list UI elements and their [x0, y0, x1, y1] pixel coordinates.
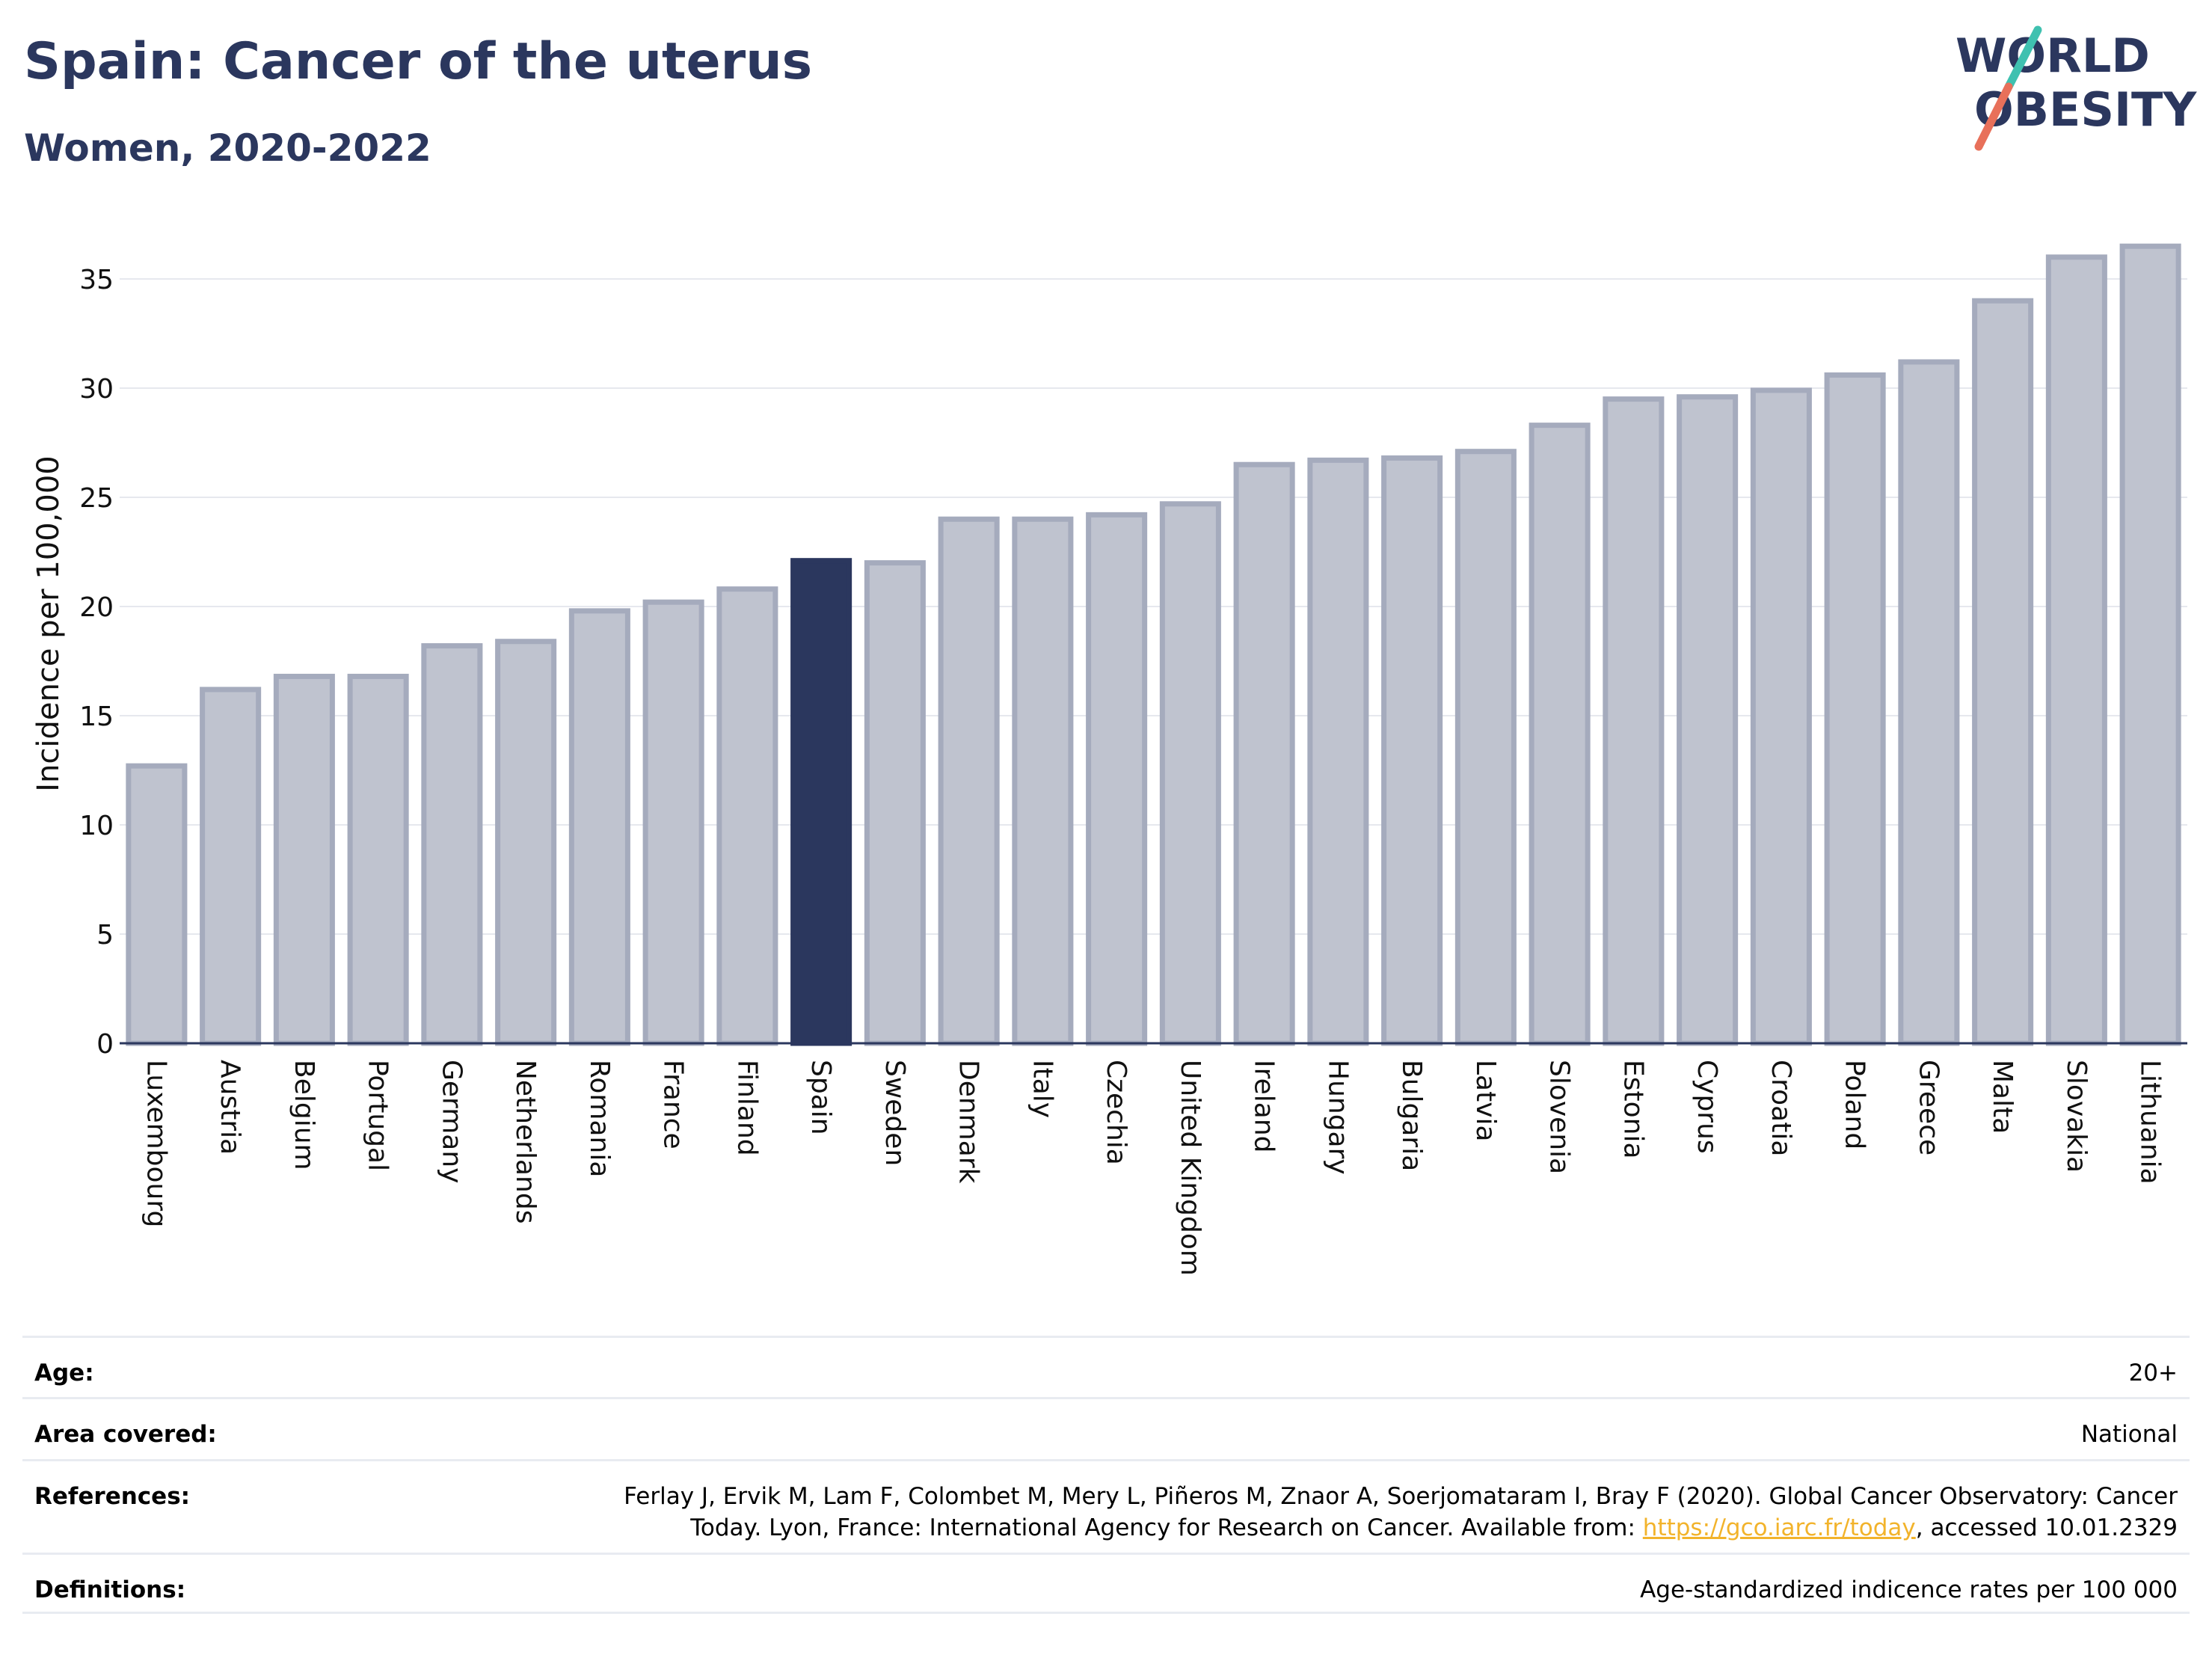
chart-title: Spain: Cancer of the uterus: [24, 32, 813, 91]
bar-belgium: [273, 673, 335, 1046]
references-line-2-pre: Today. Lyon, France: International Agenc…: [690, 1514, 1643, 1541]
bar-france: [642, 599, 704, 1046]
x-tick-label: Netherlands: [510, 1060, 541, 1223]
y-tick-labels: 0 5 10 15 20 25 30 35: [79, 265, 114, 1060]
age-value: 20+: [2128, 1360, 2178, 1387]
definitions-label: Definitions:: [34, 1576, 186, 1603]
bar-bulgaria: [1381, 455, 1443, 1046]
y-axis-label: Incidence per 100,000: [31, 455, 66, 792]
bar-chart: 0 5 10 15 20 25 30 35 Luxembourg Austria Belgium P…: [31, 243, 2187, 1276]
bar-italy: [1012, 516, 1074, 1046]
y-tick-label: 0: [96, 1029, 114, 1060]
y-tick-label: 35: [79, 265, 114, 295]
age-label: Age:: [34, 1360, 94, 1387]
definitions-value: Age-standardized indicence rates per 100…: [1640, 1576, 2178, 1603]
bar-romania: [568, 608, 630, 1046]
x-tick-label: Czechia: [1101, 1060, 1131, 1165]
references-line-2-post: , accessed 10.01.2329: [1915, 1514, 2178, 1541]
y-tick-label: 5: [96, 920, 114, 951]
x-tick-label: Spain: [805, 1060, 836, 1135]
bar-germany: [421, 643, 483, 1046]
x-tick-label: Slovenia: [1544, 1060, 1575, 1174]
bar-malta: [1972, 298, 2034, 1046]
bar-ireland: [1233, 461, 1295, 1046]
bar-latvia: [1454, 449, 1517, 1046]
bar-spain: [790, 558, 852, 1046]
bar-croatia: [1750, 387, 1812, 1046]
x-tick-label: Luxembourg: [141, 1060, 171, 1227]
bar-estonia: [1603, 396, 1665, 1046]
area-label: Area covered:: [34, 1421, 217, 1448]
x-tick-label: United Kingdom: [1175, 1060, 1205, 1276]
y-tick-label: 20: [79, 592, 114, 623]
references-label: References:: [34, 1483, 191, 1510]
y-tick-label: 10: [79, 811, 114, 841]
x-tick-label: Malta: [1987, 1060, 2018, 1134]
y-tick-label: 30: [79, 374, 114, 405]
references-value: Ferlay J, Ervik M, Lam F, Colombet M, Me…: [624, 1481, 2178, 1544]
logo-text-world: WORLD: [1956, 28, 2150, 83]
x-tick-label: Estonia: [1617, 1060, 1648, 1159]
y-tick-label: 25: [79, 483, 114, 514]
x-tick-label: Croatia: [1766, 1060, 1796, 1156]
bar-luxembourg: [126, 763, 188, 1046]
bar-lithuania: [2119, 243, 2181, 1046]
references-link[interactable]: https://gco.iarc.fr/today: [1642, 1514, 1916, 1541]
bar-slovenia: [1529, 423, 1591, 1046]
x-tick-label: Slovakia: [2061, 1060, 2092, 1173]
x-tick-label: Bulgaria: [1396, 1060, 1427, 1171]
bar-cyprus: [1677, 394, 1739, 1046]
bar-portugal: [347, 673, 409, 1046]
bar-netherlands: [495, 639, 557, 1046]
x-tick-label: Cyprus: [1692, 1060, 1722, 1154]
x-tick-label: Denmark: [953, 1060, 984, 1184]
x-tick-label: Poland: [1840, 1060, 1870, 1149]
bar-poland: [1824, 372, 1886, 1046]
x-tick-label: Belgium: [289, 1060, 319, 1170]
bar-sweden: [864, 560, 926, 1046]
bar-hungary: [1307, 457, 1369, 1046]
bar-united-kingdom: [1159, 501, 1221, 1046]
bar-slovakia: [2045, 254, 2107, 1046]
x-tick-label: Romania: [584, 1060, 615, 1177]
x-tick-label: Lithuania: [2135, 1060, 2166, 1185]
x-tick-label: Latvia: [1470, 1060, 1501, 1142]
info-row-age: Age: 20+: [22, 1336, 2190, 1397]
y-tick-label: 15: [79, 701, 114, 732]
logo-text-obesity: OBESITY: [1974, 82, 2197, 137]
info-table: Age: 20+ Area covered: National Referenc…: [22, 1336, 2190, 1614]
x-tick-label: Finland: [731, 1060, 762, 1156]
bar-austria: [200, 687, 262, 1046]
references-line-1: Ferlay J, Ervik M, Lam F, Colombet M, Me…: [624, 1483, 2178, 1510]
x-tick-labels: Luxembourg Austria Belgium Portugal Germany N…: [141, 1060, 2165, 1276]
x-tick-label: Ireland: [1249, 1060, 1279, 1153]
x-tick-label: Hungary: [1322, 1060, 1353, 1175]
x-tick-label: Greece: [1913, 1060, 1944, 1155]
world-obesity-logo: WORLD OBESITY: [1956, 25, 2197, 151]
bar-denmark: [938, 516, 1000, 1046]
area-value: National: [2080, 1421, 2178, 1448]
bar-czechia: [1086, 512, 1148, 1046]
chart-subtitle: Women, 2020-2022: [24, 126, 431, 170]
x-tick-label: France: [658, 1060, 689, 1149]
info-row-area: Area covered: National: [22, 1397, 2190, 1459]
x-tick-label: Portugal: [363, 1060, 393, 1171]
info-row-references: References: Ferlay J, Ervik M, Lam F, Co…: [22, 1459, 2190, 1553]
bars: [126, 243, 2181, 1046]
bar-greece: [1898, 359, 1960, 1046]
x-tick-label: Austria: [215, 1060, 245, 1155]
x-tick-label: Germany: [436, 1060, 467, 1183]
x-tick-label: Italy: [1027, 1060, 1057, 1118]
logo-slash-teal: [2004, 25, 2042, 91]
info-row-definitions: Definitions: Age-standardized indicence …: [22, 1553, 2190, 1614]
bar-finland: [716, 586, 778, 1046]
logo-slash-coral: [1974, 82, 2013, 151]
x-tick-label: Sweden: [879, 1060, 910, 1166]
